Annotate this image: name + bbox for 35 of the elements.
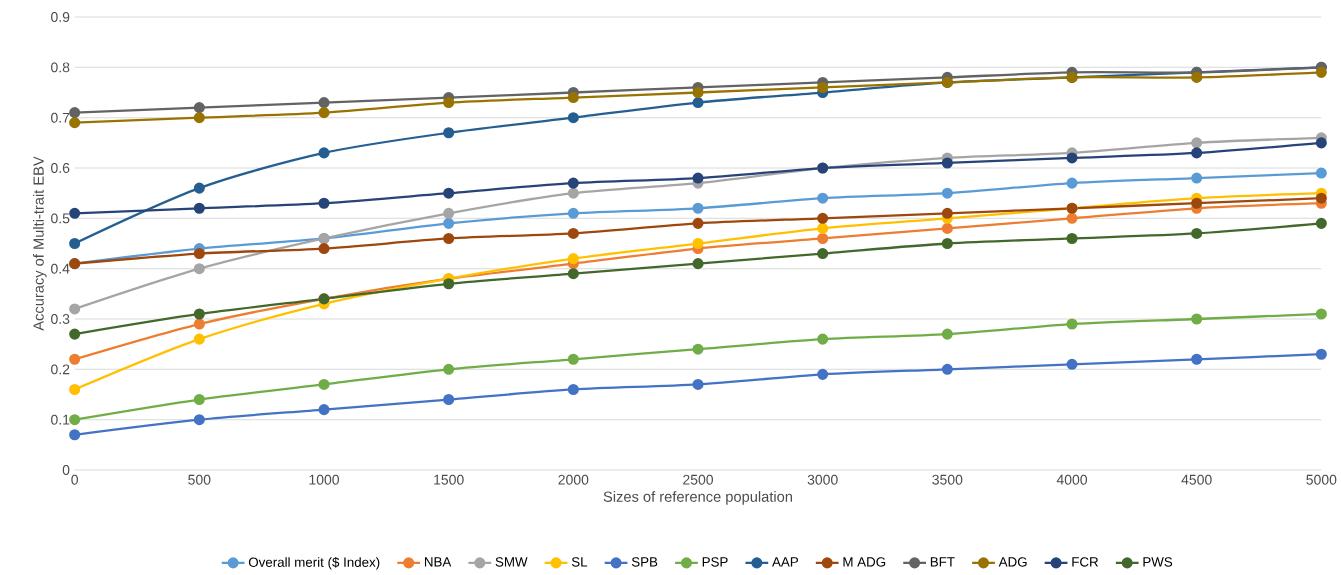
legend-label: SPB [631, 557, 658, 567]
legend-label: Overall merit ($ Index) [248, 556, 380, 570]
x-axis-title: Sizes of reference population [603, 491, 792, 505]
y-tick-label: 0.7 [51, 112, 70, 123]
legend-label: M ADG [843, 557, 886, 567]
x-tick-label: 3500 [932, 474, 963, 485]
legend-label: AAP [772, 557, 799, 567]
x-tick-label: 4000 [1056, 474, 1088, 485]
x-tick-label: 500 [188, 474, 211, 485]
x-tick-label: 4500 [1181, 474, 1212, 485]
y-tick-label: 0.1 [51, 414, 70, 425]
y-tick-label: 0 [62, 465, 70, 475]
x-tick-label: 2000 [558, 474, 589, 485]
legend-label: SL [571, 557, 588, 567]
x-tick-label: 1000 [309, 474, 340, 485]
legend-label: SMW [495, 557, 528, 567]
y-axis-title: Accuracy of Multi-trait EBV [33, 156, 47, 331]
y-tick-label: 0.6 [51, 163, 70, 173]
legend-label: FCR [1072, 557, 1099, 567]
x-tick-label: 1500 [434, 474, 464, 485]
y-tick-label: 0.2 [51, 364, 70, 375]
x-tick-label: 5000 [1306, 474, 1337, 485]
x-tick-label: 0 [71, 474, 79, 485]
y-tick-label: 0.9 [51, 12, 70, 22]
x-tick-label: 3000 [807, 474, 838, 485]
y-tick-label: 0.4 [51, 263, 70, 274]
legend-label: BFT [930, 557, 955, 567]
y-tick-label: 0.8 [51, 62, 70, 73]
legend-label: ADG [998, 557, 1027, 567]
y-tick-label: 0.5 [51, 213, 70, 224]
x-tick-label: 2500 [683, 474, 714, 485]
y-tick-label: 0.3 [51, 314, 70, 324]
legend-label: NBA [424, 557, 452, 567]
legend-label: PSP [702, 557, 728, 567]
legend-label: PWS [1143, 557, 1173, 567]
